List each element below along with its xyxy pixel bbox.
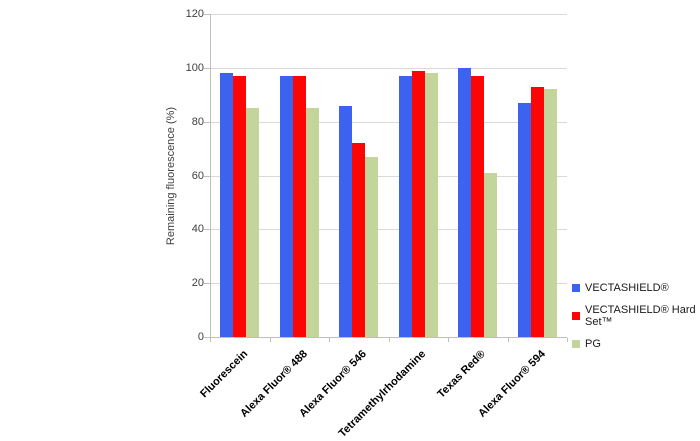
category-label: Alexa Fluor® 594 — [475, 348, 548, 420]
bar — [411, 70, 425, 337]
y-tick-label: 40 — [191, 223, 204, 236]
y-tick-mark — [204, 337, 210, 338]
category-label: Fluorescein — [198, 348, 251, 401]
y-tick-label: 20 — [191, 277, 204, 290]
bar — [352, 143, 366, 337]
x-tick-mark — [329, 338, 330, 342]
gridline — [210, 229, 567, 231]
x-tick-mark — [448, 338, 449, 342]
gridline — [210, 14, 567, 15]
x-tick-mark — [507, 338, 509, 342]
bar — [471, 75, 485, 337]
gridline — [210, 283, 567, 285]
y-tick-mark — [204, 283, 210, 285]
x-tick-mark — [210, 338, 211, 342]
x-tick-mark — [567, 338, 568, 342]
y-tick-label: 60 — [191, 169, 204, 182]
bar — [398, 75, 412, 337]
legend-label: VECTASHIELD® Hard Set™ — [585, 304, 696, 328]
plot-area — [210, 14, 567, 337]
bar — [484, 172, 498, 337]
bar — [220, 73, 234, 337]
bar — [530, 86, 544, 337]
y-tick-label: 0 — [197, 331, 204, 343]
y-tick-mark — [204, 14, 210, 15]
y-tick-mark — [204, 175, 210, 177]
y-tick-label: 80 — [191, 115, 204, 128]
legend-label: PG — [585, 338, 601, 350]
bar — [292, 75, 306, 337]
y-tick-mark — [204, 67, 210, 69]
bar — [305, 108, 319, 337]
y-tick-mark — [204, 229, 210, 231]
bar — [543, 89, 557, 337]
legend-swatch — [572, 312, 580, 320]
y-axis-line — [210, 14, 211, 338]
legend: VECTASHIELD® VECTASHIELD® Hard Set™ PG — [572, 282, 700, 350]
bar — [246, 108, 260, 337]
bar — [279, 75, 293, 337]
gridline — [210, 175, 567, 177]
legend-item: VECTASHIELD® — [572, 282, 700, 294]
bar — [424, 73, 438, 337]
x-tick-mark — [388, 338, 390, 342]
bar — [339, 105, 353, 337]
bar — [365, 156, 379, 337]
legend-swatch — [572, 284, 580, 292]
legend-item: VECTASHIELD® Hard Set™ — [572, 304, 700, 328]
bar — [458, 67, 472, 337]
bar — [233, 75, 247, 337]
x-tick-mark — [269, 338, 271, 342]
legend-item: PG — [572, 338, 700, 350]
y-tick-label: 120 — [185, 8, 204, 20]
y-tick-label: 100 — [185, 61, 204, 74]
legend-label: VECTASHIELD® — [585, 282, 669, 294]
gridline — [210, 121, 567, 123]
legend-swatch — [572, 340, 580, 348]
bar — [517, 102, 531, 337]
gridline — [210, 67, 567, 69]
x-axis-line — [210, 337, 567, 338]
category-label: Texas Red® — [435, 348, 489, 401]
y-tick-mark — [204, 121, 210, 123]
